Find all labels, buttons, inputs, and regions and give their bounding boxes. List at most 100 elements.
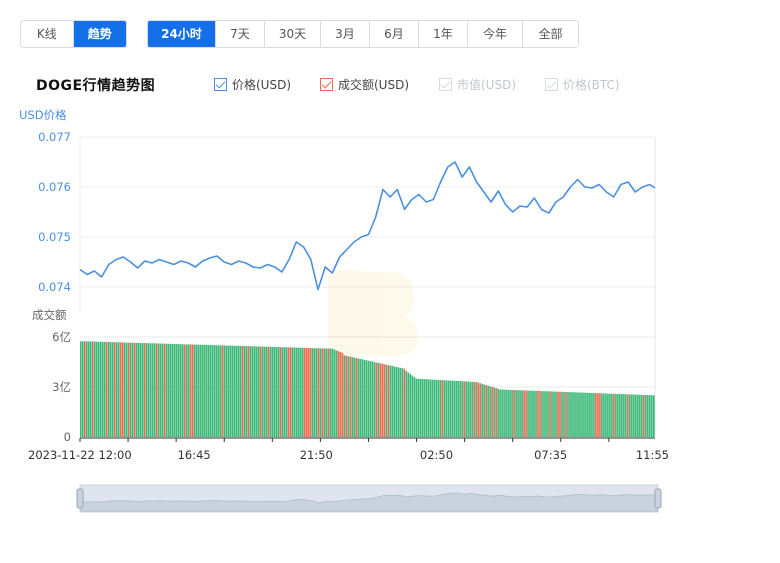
volume-bar: [521, 390, 523, 437]
volume-bar: [457, 380, 459, 437]
volume-bar: [517, 390, 519, 437]
legend-price-btc-label: 价格(BTC): [563, 77, 620, 92]
volume-bar: [273, 346, 276, 437]
volume-bar: [589, 392, 591, 437]
volume-bar: [501, 389, 503, 437]
volume-bar: [623, 394, 625, 437]
volume-bar: [565, 391, 567, 437]
volume-bar: [449, 380, 452, 437]
legend-volume-usd[interactable]: 成交额(USD): [320, 77, 410, 92]
volume-bar: [319, 348, 322, 437]
volume-bar: [143, 343, 146, 437]
volume-bar: [423, 379, 426, 437]
volume-bar: [229, 345, 232, 437]
volume-bar: [109, 342, 112, 437]
chart-mode-toggle: K线 趋势: [20, 20, 127, 48]
volume-bar: [555, 391, 557, 437]
volume-bar: [567, 392, 569, 437]
volume-bar: [563, 391, 565, 437]
volume-bar: [483, 384, 485, 437]
volume-bar: [149, 343, 152, 437]
volume-bar: [613, 393, 615, 437]
legend-market-cap-usd[interactable]: 市值(USD): [439, 77, 516, 92]
volume-bar: [175, 344, 178, 437]
volume-bar: [283, 347, 286, 437]
price-axis-label: USD价格: [19, 108, 67, 122]
legend-price-usd-label: 价格(USD): [232, 77, 292, 92]
volume-bar: [211, 345, 214, 437]
volume-bar: [489, 386, 491, 437]
volume-bar: [145, 343, 148, 437]
volume-bar: [455, 380, 457, 437]
volume-bar: [543, 391, 545, 437]
mode-kline-button[interactable]: K线: [21, 21, 74, 47]
range-7d-tab[interactable]: 7天: [216, 21, 265, 47]
volume-bar: [117, 342, 120, 437]
volume-bar: [259, 346, 262, 437]
volume-bar: [381, 363, 384, 437]
volume-bar: [397, 367, 400, 437]
volume-bar: [487, 385, 489, 437]
volume-bar: [217, 345, 220, 437]
mode-trend-button[interactable]: 趋势: [73, 21, 126, 47]
range-all-tab[interactable]: 全部: [523, 21, 578, 47]
volume-bar: [183, 344, 186, 437]
volume-bar: [161, 343, 164, 437]
volume-bar: [153, 343, 156, 437]
volume-bar: [525, 390, 527, 437]
volume-bar: [169, 343, 172, 437]
volume-bar: [505, 389, 507, 437]
legend-price-btc[interactable]: 价格(BTC): [545, 77, 620, 92]
zoom-slider[interactable]: [76, 484, 662, 513]
volume-tick-label: 0: [64, 430, 71, 444]
volume-bar: [365, 360, 368, 437]
legend-volume-usd-label: 成交额(USD): [338, 77, 410, 92]
range-24h-tab[interactable]: 24小时: [148, 21, 216, 47]
x-tick-label: 16:45: [178, 448, 211, 462]
zoom-handle-right[interactable]: [654, 488, 662, 509]
volume-bar: [155, 343, 158, 437]
range-1y-tab[interactable]: 1年: [419, 21, 468, 47]
volume-bar: [111, 342, 114, 437]
volume-bar: [605, 393, 607, 437]
volume-bar: [203, 344, 206, 437]
volume-bar: [637, 394, 639, 437]
volume-bar: [257, 346, 260, 437]
volume-bar: [527, 390, 529, 437]
volume-bar: [135, 342, 138, 437]
volume-bar: [307, 347, 310, 437]
range-3m-tab[interactable]: 3月: [321, 21, 370, 47]
checkbox-unchecked-icon: [545, 77, 558, 91]
volume-bar: [561, 391, 563, 437]
volume-bar: [431, 379, 434, 437]
volume-bar: [401, 368, 404, 437]
volume-bar: [465, 381, 467, 437]
legend-price-usd[interactable]: 价格(USD): [214, 77, 292, 92]
volume-bar: [551, 391, 553, 437]
volume-bar: [191, 344, 194, 437]
volume-bar: [157, 343, 160, 437]
volume-bar: [297, 347, 300, 437]
volume-bar: [463, 381, 465, 437]
volume-bar: [351, 357, 354, 437]
range-30d-tab[interactable]: 30天: [265, 21, 321, 47]
volume-bar: [223, 345, 226, 437]
volume-bar: [341, 352, 344, 437]
zoom-handle-left[interactable]: [76, 488, 84, 509]
price-tick-label: 0.075: [38, 230, 71, 244]
volume-bar: [587, 392, 589, 437]
range-ytd-tab[interactable]: 今年: [468, 21, 523, 47]
volume-bar: [337, 351, 340, 437]
volume-bar: [385, 364, 388, 437]
range-6m-tab[interactable]: 6月: [370, 21, 419, 47]
volume-bar: [631, 394, 633, 437]
volume-bar: [91, 341, 94, 437]
volume-bar: [481, 383, 483, 437]
volume-bar: [129, 342, 132, 437]
volume-bar: [249, 346, 252, 437]
volume-bar: [471, 381, 473, 437]
volume-bar: [321, 348, 324, 437]
volume-bar: [531, 390, 533, 437]
volume-bar: [473, 381, 475, 437]
